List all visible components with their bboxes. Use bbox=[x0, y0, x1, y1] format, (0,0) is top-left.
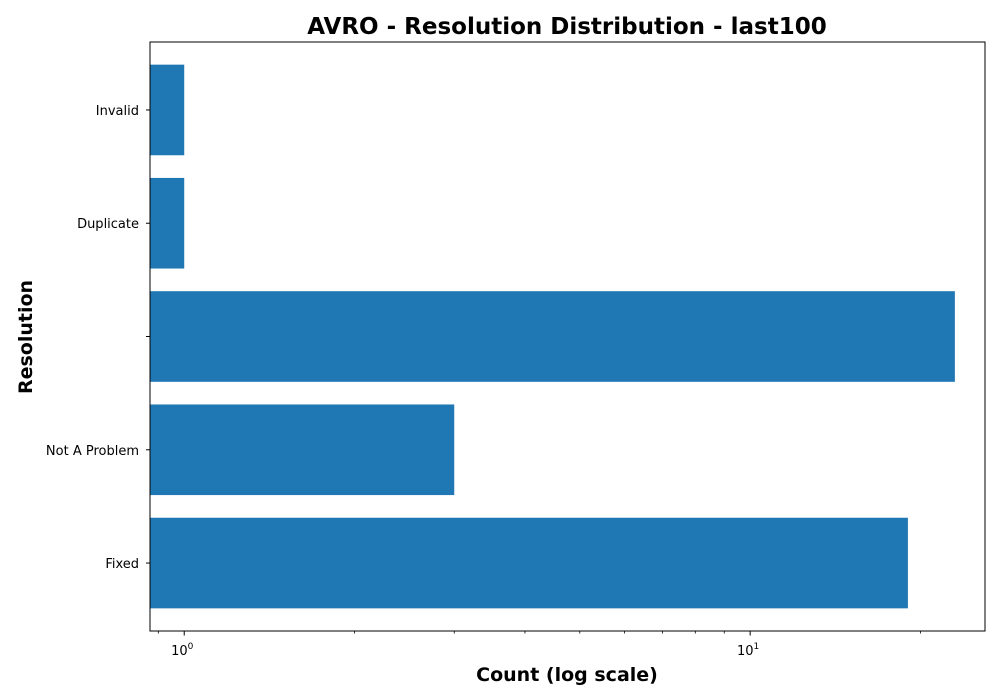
chart-title: AVRO - Resolution Distribution - last100 bbox=[307, 14, 826, 40]
x-ticks-group: 100 101 bbox=[157, 631, 921, 659]
x-tick-label: 101 bbox=[737, 642, 759, 659]
bar bbox=[150, 291, 955, 382]
y-tick-label: Duplicate bbox=[77, 217, 139, 232]
y-tick-label: Not A Problem bbox=[46, 444, 139, 459]
bar bbox=[150, 64, 185, 156]
bars-group bbox=[150, 64, 955, 609]
bar bbox=[150, 404, 455, 496]
y-tick-label: Invalid bbox=[96, 104, 139, 119]
y-tick-label: Fixed bbox=[105, 557, 139, 572]
bar bbox=[150, 517, 908, 609]
y-axis-label: Resolution bbox=[15, 280, 37, 394]
bar bbox=[150, 177, 185, 269]
y-ticks-group: Fixed Not A Problem Duplicate Invalid bbox=[46, 104, 150, 572]
x-tick-label: 100 bbox=[171, 642, 194, 659]
plot-frame bbox=[149, 41, 986, 632]
x-axis-label: Count (log scale) bbox=[476, 664, 658, 686]
